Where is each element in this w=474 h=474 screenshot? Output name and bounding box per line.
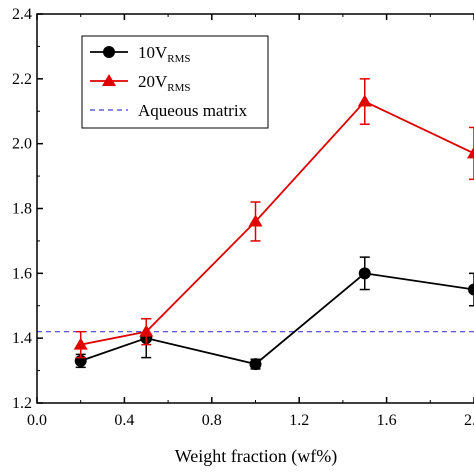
data-point bbox=[357, 94, 372, 107]
legend: 10VRMS 20VRMS Aqueous matrix bbox=[81, 35, 269, 129]
y-tick-label: 1.4 bbox=[12, 330, 32, 347]
series-1 bbox=[74, 256, 474, 371]
x-tick-label: 2.0 bbox=[464, 412, 474, 429]
x-tick-label: 0.0 bbox=[27, 412, 47, 429]
x-axis-label: Weight fraction (wf%) bbox=[175, 446, 337, 467]
data-point bbox=[73, 337, 88, 350]
series-line bbox=[80, 272, 474, 366]
x-tick-label: 1.2 bbox=[289, 412, 309, 429]
data-point bbox=[468, 283, 474, 296]
y-tick-label: 2.2 bbox=[12, 71, 32, 88]
x-tick-label: 0.8 bbox=[202, 412, 222, 429]
x-axis: 0.0 0.4 0.8 1.2 1.6 2.0 bbox=[27, 14, 474, 429]
data-point bbox=[248, 214, 263, 227]
x-tick-label: 1.6 bbox=[377, 412, 397, 429]
y-axis: 1.2 1.4 1.6 1.8 2.0 2.2 2.4 bbox=[12, 6, 43, 412]
y-tick-label: 1.6 bbox=[12, 265, 32, 282]
legend-label: 20VRMS bbox=[138, 72, 191, 94]
legend-marker bbox=[102, 74, 116, 86]
y-tick-label: 1.8 bbox=[12, 201, 32, 218]
data-point bbox=[139, 324, 154, 337]
x-tick-label: 0.4 bbox=[114, 412, 134, 429]
legend-label: Aqueous matrix bbox=[138, 101, 248, 120]
y-tick-label: 2.0 bbox=[12, 136, 32, 153]
legend-label: 10VRMS bbox=[138, 43, 191, 65]
series-layer bbox=[73, 78, 474, 371]
y-tick-label: 2.4 bbox=[12, 6, 32, 23]
data-point bbox=[467, 146, 474, 159]
y-tick-label: 1.2 bbox=[12, 395, 32, 412]
series-2 bbox=[73, 78, 474, 359]
data-point bbox=[249, 358, 262, 371]
series-line bbox=[80, 100, 474, 346]
legend-marker bbox=[103, 46, 115, 58]
data-point bbox=[358, 267, 371, 280]
